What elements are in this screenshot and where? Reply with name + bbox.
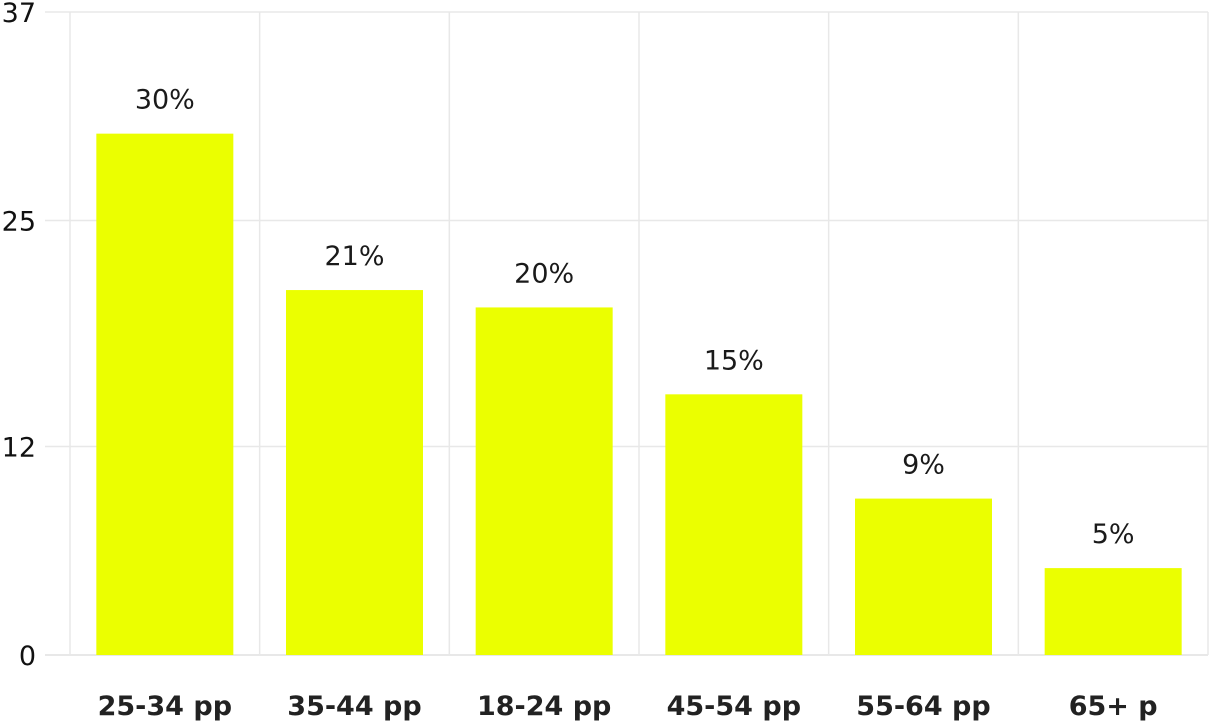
data-labels: 30% 21% 20% 15% 9% 5%: [135, 85, 1135, 550]
x-tick-label: 25-34 pp: [98, 691, 232, 721]
data-label: 15%: [704, 345, 764, 376]
grid: [45, 11, 1209, 656]
y-axis: 0 12 25 37: [2, 0, 36, 672]
x-tick-label: 45-54 pp: [667, 691, 801, 721]
bar: [665, 394, 803, 655]
bars: [96, 133, 1182, 655]
bar: [855, 498, 992, 655]
x-axis: 25-34 pp 35-44 pp 18-24 pp 45-54 pp 55-64 pp…: [98, 691, 1158, 721]
data-label: 9%: [902, 450, 945, 481]
data-label: 20%: [514, 258, 574, 289]
y-tick-label: 12: [2, 432, 36, 463]
y-tick-label: 25: [2, 207, 36, 238]
x-tick-label: 65+ p: [1069, 691, 1158, 721]
data-label: 21%: [324, 241, 384, 272]
bar: [96, 133, 234, 655]
x-tick-label: 18-24 pp: [477, 691, 611, 721]
data-label: 5%: [1092, 519, 1135, 550]
y-tick-label: 0: [19, 641, 36, 672]
bar: [475, 307, 613, 655]
data-label: 30%: [135, 85, 195, 116]
y-tick-label: 37: [2, 0, 36, 29]
x-tick-label: 55-64 pp: [856, 691, 990, 721]
x-tick-label: 35-44 pp: [287, 691, 421, 721]
bar: [286, 290, 423, 655]
bar: [1044, 568, 1182, 655]
